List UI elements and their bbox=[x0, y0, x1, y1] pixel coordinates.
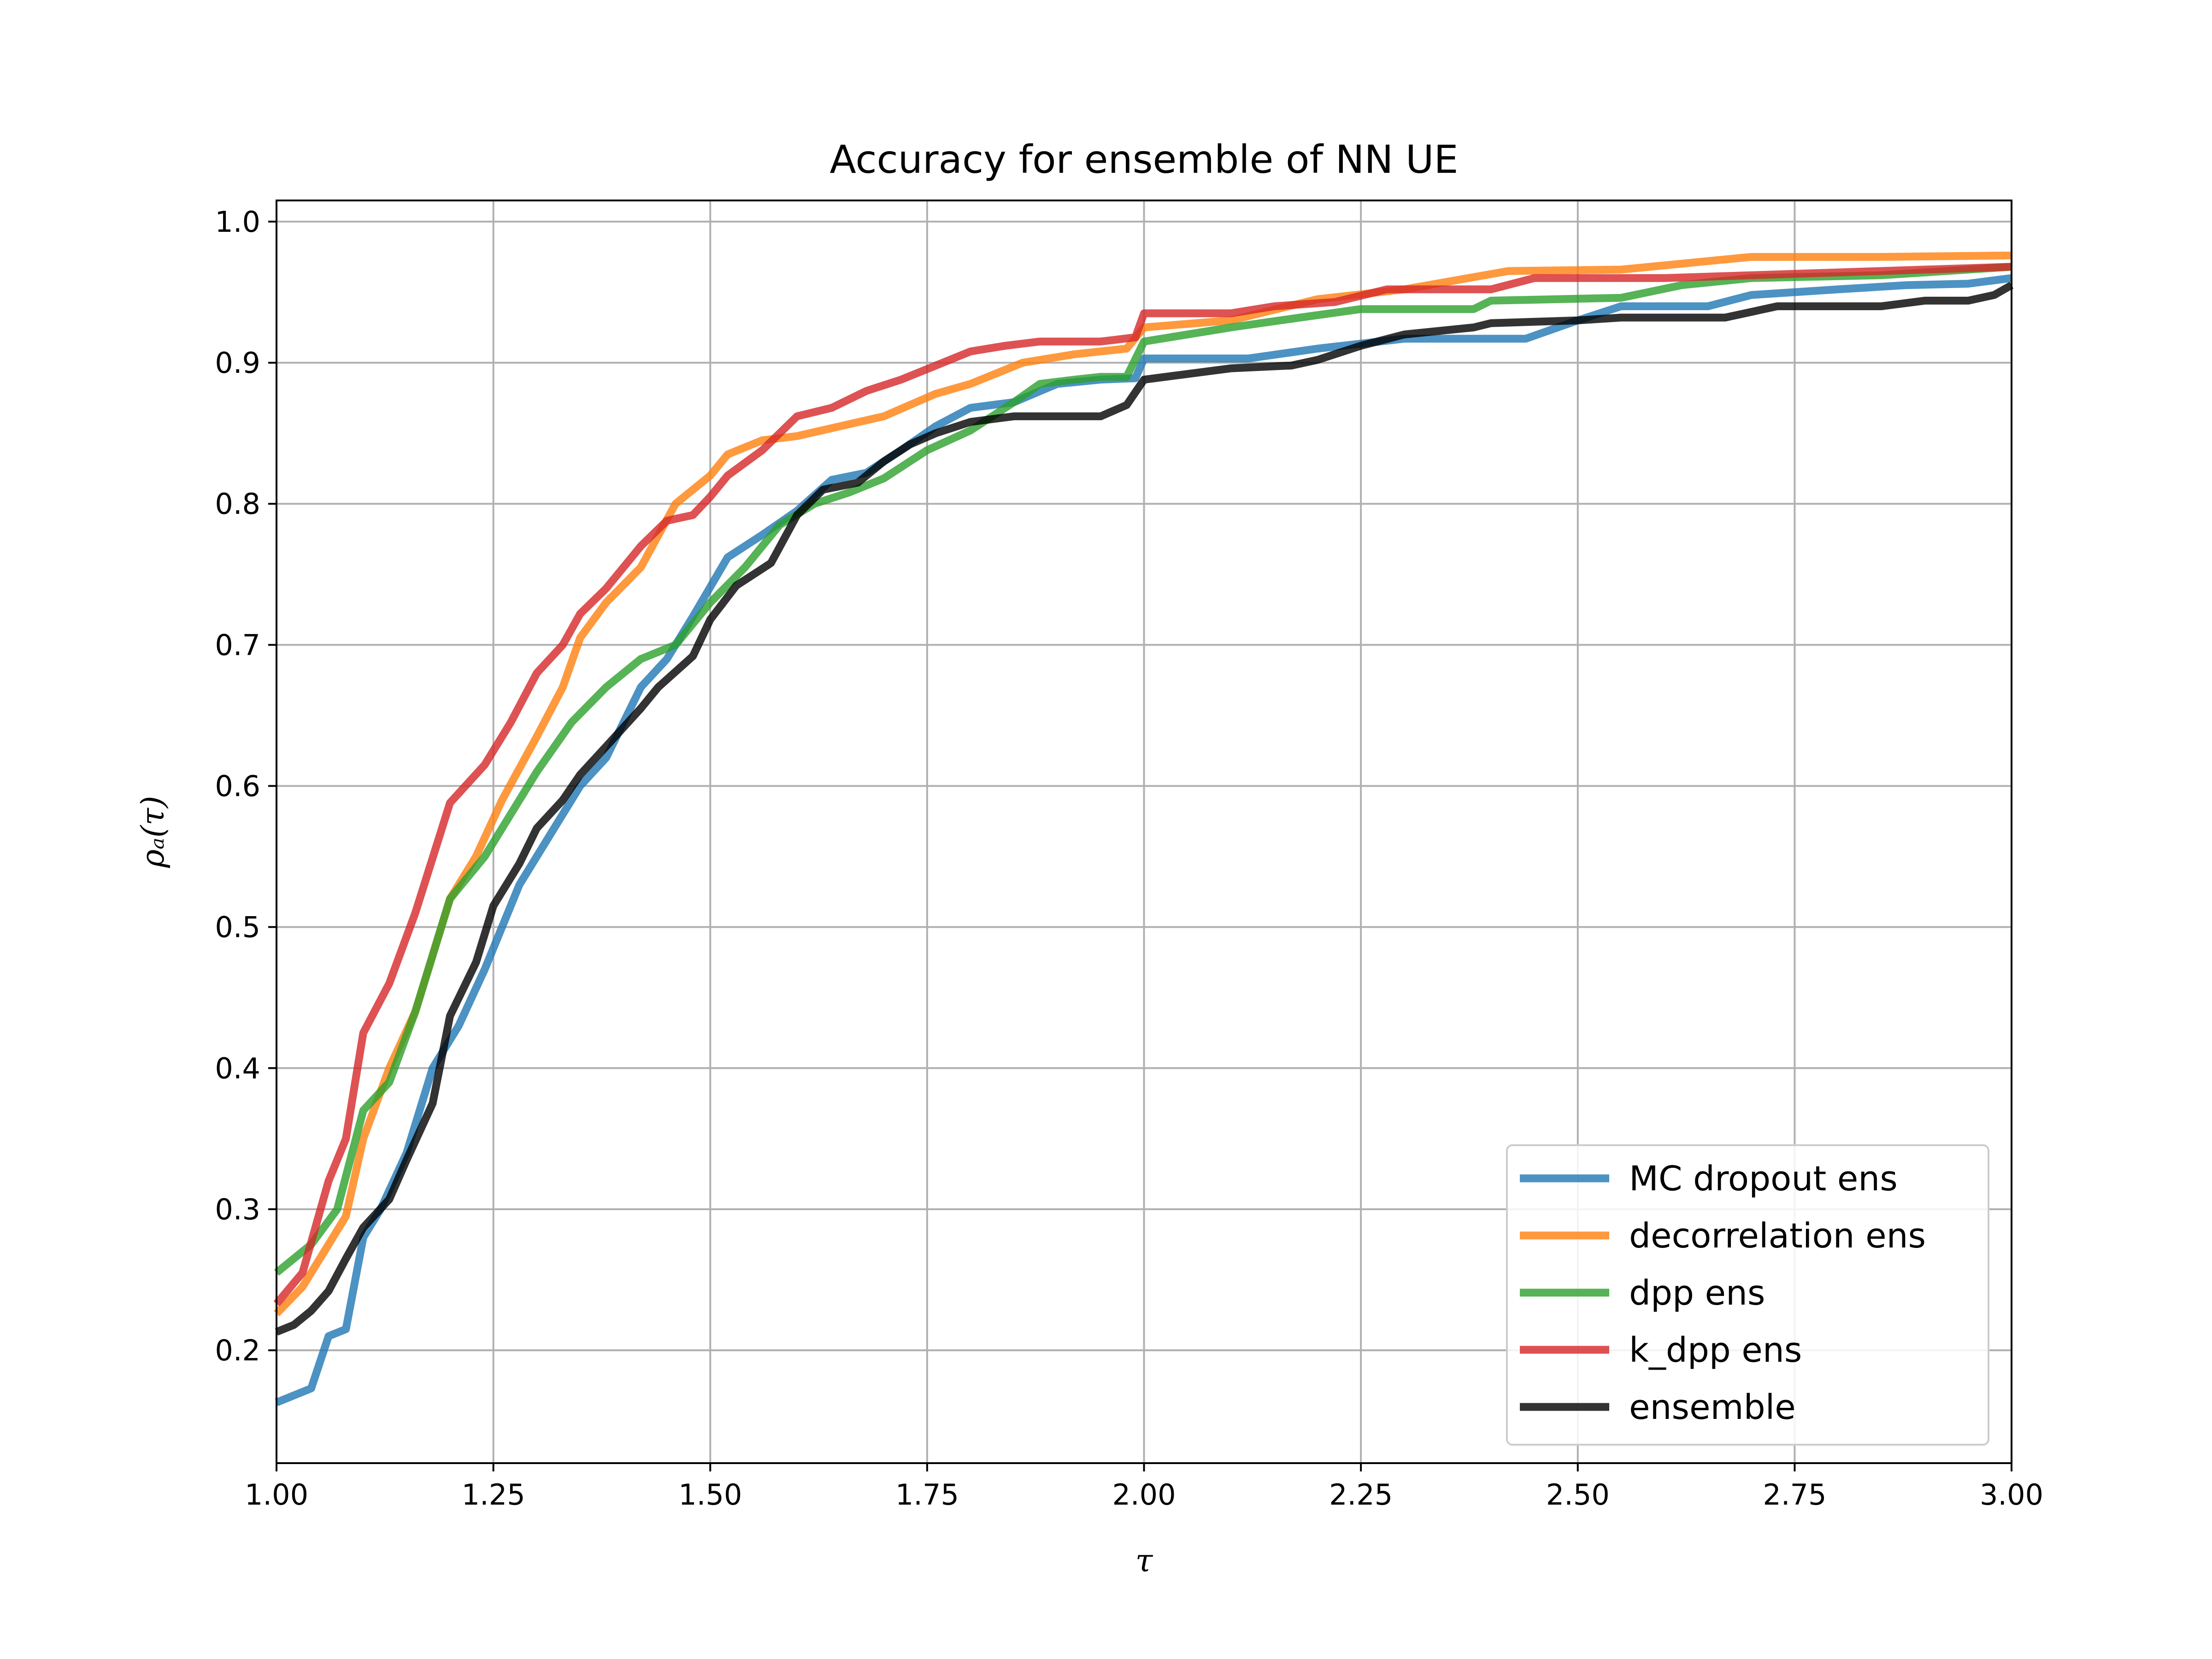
x-tick-label: 1.75 bbox=[895, 1478, 959, 1512]
y-tick-label: 0.6 bbox=[215, 770, 260, 803]
x-tick-label: 2.75 bbox=[1763, 1478, 1826, 1512]
x-tick-label: 2.50 bbox=[1546, 1478, 1610, 1512]
y-tick-label: 0.3 bbox=[215, 1193, 260, 1226]
x-tick-label: 1.00 bbox=[245, 1478, 308, 1512]
y-tick-label: 0.5 bbox=[215, 911, 260, 944]
legend-label: dpp ens bbox=[1629, 1273, 1765, 1313]
x-tick-label: 1.50 bbox=[678, 1478, 742, 1512]
y-tick-label: 0.7 bbox=[215, 628, 260, 662]
y-tick-label: 0.8 bbox=[215, 487, 260, 521]
x-tick-label: 2.25 bbox=[1329, 1478, 1393, 1512]
legend-box bbox=[1506, 1144, 1989, 1446]
legend-label: ensemble bbox=[1629, 1388, 1796, 1427]
x-tick-label: 3.00 bbox=[1980, 1478, 2043, 1512]
legend: MC dropout ens decorrelation ens dpp ens k_… bbox=[1506, 1144, 1989, 1446]
legend-label: MC dropout ens bbox=[1629, 1159, 1898, 1199]
y-tick-label: 1.0 bbox=[215, 205, 260, 239]
y-tick-label: 0.9 bbox=[215, 346, 260, 380]
x-tick-label: 1.25 bbox=[462, 1478, 525, 1512]
legend-label: decorrelation ens bbox=[1629, 1216, 1926, 1256]
y-tick-label: 0.4 bbox=[215, 1052, 260, 1085]
x-axis-title: τ bbox=[1135, 1543, 1153, 1579]
axis-ticks: 1.00 1.25 1.50 1.75 2.00 2.25 2.50 2.75 3.00 0.2 0… bbox=[215, 205, 2043, 1512]
series-line-3 bbox=[274, 263, 2012, 1276]
series-line-4 bbox=[273, 263, 2012, 1306]
chart-title: Accuracy for ensemble of NN UE bbox=[830, 137, 1458, 182]
y-axis-title: ρₐ(τ) bbox=[135, 796, 171, 868]
x-tick-label: 2.00 bbox=[1112, 1478, 1176, 1512]
plot-lines bbox=[273, 251, 2014, 1406]
series-line-5 bbox=[275, 282, 2014, 1336]
y-tick-label: 0.2 bbox=[215, 1334, 260, 1367]
legend-label: k_dpp ens bbox=[1629, 1330, 1802, 1370]
